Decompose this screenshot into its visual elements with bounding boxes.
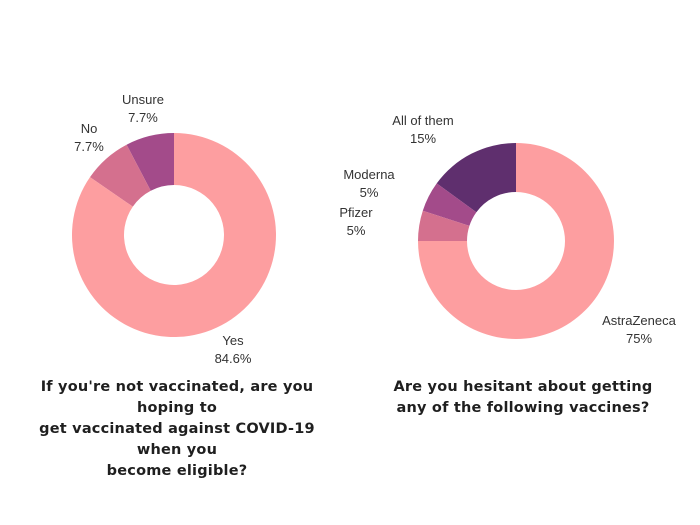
donut-chart-2: All of them 15% Moderna 5% Pfizer 5% AstraZene… <box>339 113 676 346</box>
slice-value-all-of-them: 15% <box>410 131 436 146</box>
chart-2-title-line-2: any of the following vaccines? <box>396 400 650 416</box>
chart-2-title-line-1: Are you hesitant about getting <box>393 379 653 395</box>
slice-value-no: 7.7% <box>74 139 104 154</box>
slice-value-pfizer: 5% <box>347 223 366 238</box>
slice-label-yes: Yes <box>222 333 244 348</box>
slice-label-astrazeneca: AstraZeneca <box>602 313 676 328</box>
slice-all-of-them <box>436 143 516 213</box>
slice-label-pfizer: Pfizer <box>339 205 373 220</box>
slice-value-unsure: 7.7% <box>128 110 158 125</box>
slice-label-moderna: Moderna <box>343 167 395 182</box>
slice-astrazeneca <box>418 143 614 339</box>
slice-label-no: No <box>81 121 98 136</box>
slice-label-all-of-them: All of them <box>392 113 453 128</box>
slice-moderna <box>422 183 477 226</box>
donut-chart-1: Unsure 7.7% No 7.7% Yes 84.6% <box>71 92 276 366</box>
slice-value-astrazeneca: 75% <box>626 331 652 346</box>
slice-unsure <box>126 133 174 191</box>
chart-1-title-line-3: become eligible? <box>106 463 248 479</box>
slice-value-moderna: 5% <box>360 185 379 200</box>
slice-yes <box>71 133 276 337</box>
slice-label-unsure: Unsure <box>122 92 164 107</box>
slice-value-yes: 84.6% <box>215 351 252 366</box>
chart-1-title-line-2: get vaccinated against COVID-19 when you <box>39 421 315 458</box>
chart-1-title: If you're not vaccinated, are you hoping… <box>22 377 332 482</box>
chart-2-title: Are you hesitant about getting any of th… <box>368 377 678 419</box>
slice-pfizer <box>418 210 470 241</box>
slice-no <box>89 144 151 207</box>
chart-1-title-line-1: If you're not vaccinated, are you hoping… <box>40 379 314 416</box>
